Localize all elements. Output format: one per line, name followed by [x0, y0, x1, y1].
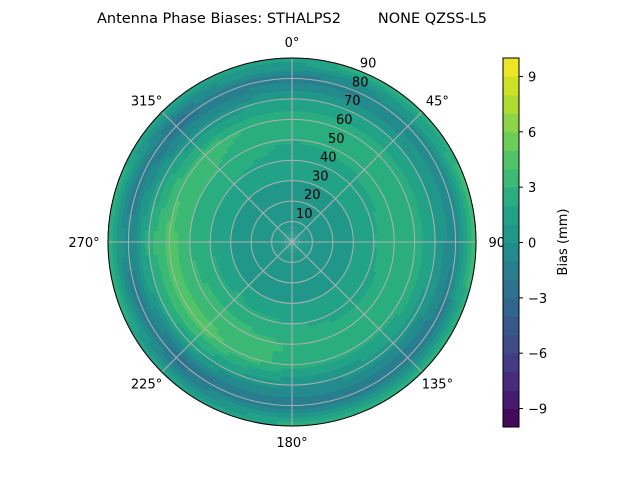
colorbar-tick-label: −6: [528, 347, 547, 362]
colorbar-level: [503, 187, 519, 206]
colorbar-level: [503, 206, 519, 225]
colorbar-level: [503, 58, 519, 77]
colorbar-label: Bias (mm): [556, 209, 571, 276]
colorbar-tick-label: 3: [528, 181, 536, 196]
radial-tick-label: 30: [312, 169, 329, 184]
chart-title: Antenna Phase Biases: STHALPS2 NONE QZSS…: [97, 11, 487, 27]
colorbar-level: [503, 316, 519, 335]
polar-grid: [108, 58, 476, 426]
colorbar-tick-label: 6: [528, 126, 536, 141]
colorbar-level: [503, 409, 519, 428]
angular-tick-label: 180°: [276, 436, 307, 451]
colorbar-tick-label: −3: [528, 292, 547, 307]
radial-tick-label: 70: [344, 94, 361, 109]
colorbar-tick-label: −9: [528, 403, 547, 418]
radial-tick-label: 80: [352, 75, 369, 90]
colorbar-level: [503, 298, 519, 317]
radial-tick-label: 60: [336, 113, 353, 128]
colorbar-level: [503, 335, 519, 354]
angular-tick-label: 270°: [68, 236, 99, 251]
colorbar-level: [503, 243, 519, 262]
colorbar-level: [503, 390, 519, 409]
colorbar-level: [503, 132, 519, 151]
radial-tick-label: 20: [304, 188, 321, 203]
colorbar: −9 −6 −3 0 3 6 9: [503, 58, 547, 428]
radial-tick-label: 90: [360, 57, 377, 72]
colorbar-level: [503, 224, 519, 243]
colorbar-level: [503, 113, 519, 132]
colorbar-level: [503, 76, 519, 95]
colorbar-level: [503, 353, 519, 372]
colorbar-level: [503, 372, 519, 391]
radial-tick-label: 10: [296, 207, 313, 222]
radial-tick-label: 40: [320, 151, 337, 166]
angular-tick-label: 0°: [285, 36, 300, 51]
colorbar-tick-label: 9: [528, 70, 536, 85]
angular-tick-label: 45°: [426, 95, 449, 110]
colorbar-tick-label: 0: [528, 237, 536, 252]
colorbar-level: [503, 169, 519, 188]
colorbar-level: [503, 95, 519, 114]
angular-tick-label: 225°: [131, 377, 162, 392]
colorbar-level: [503, 261, 519, 280]
angular-tick-label: 135°: [422, 377, 453, 392]
colorbar-level: [503, 279, 519, 298]
angular-tick-label: 315°: [131, 95, 162, 110]
colorbar-level: [503, 150, 519, 169]
radial-tick-label: 50: [328, 132, 345, 147]
